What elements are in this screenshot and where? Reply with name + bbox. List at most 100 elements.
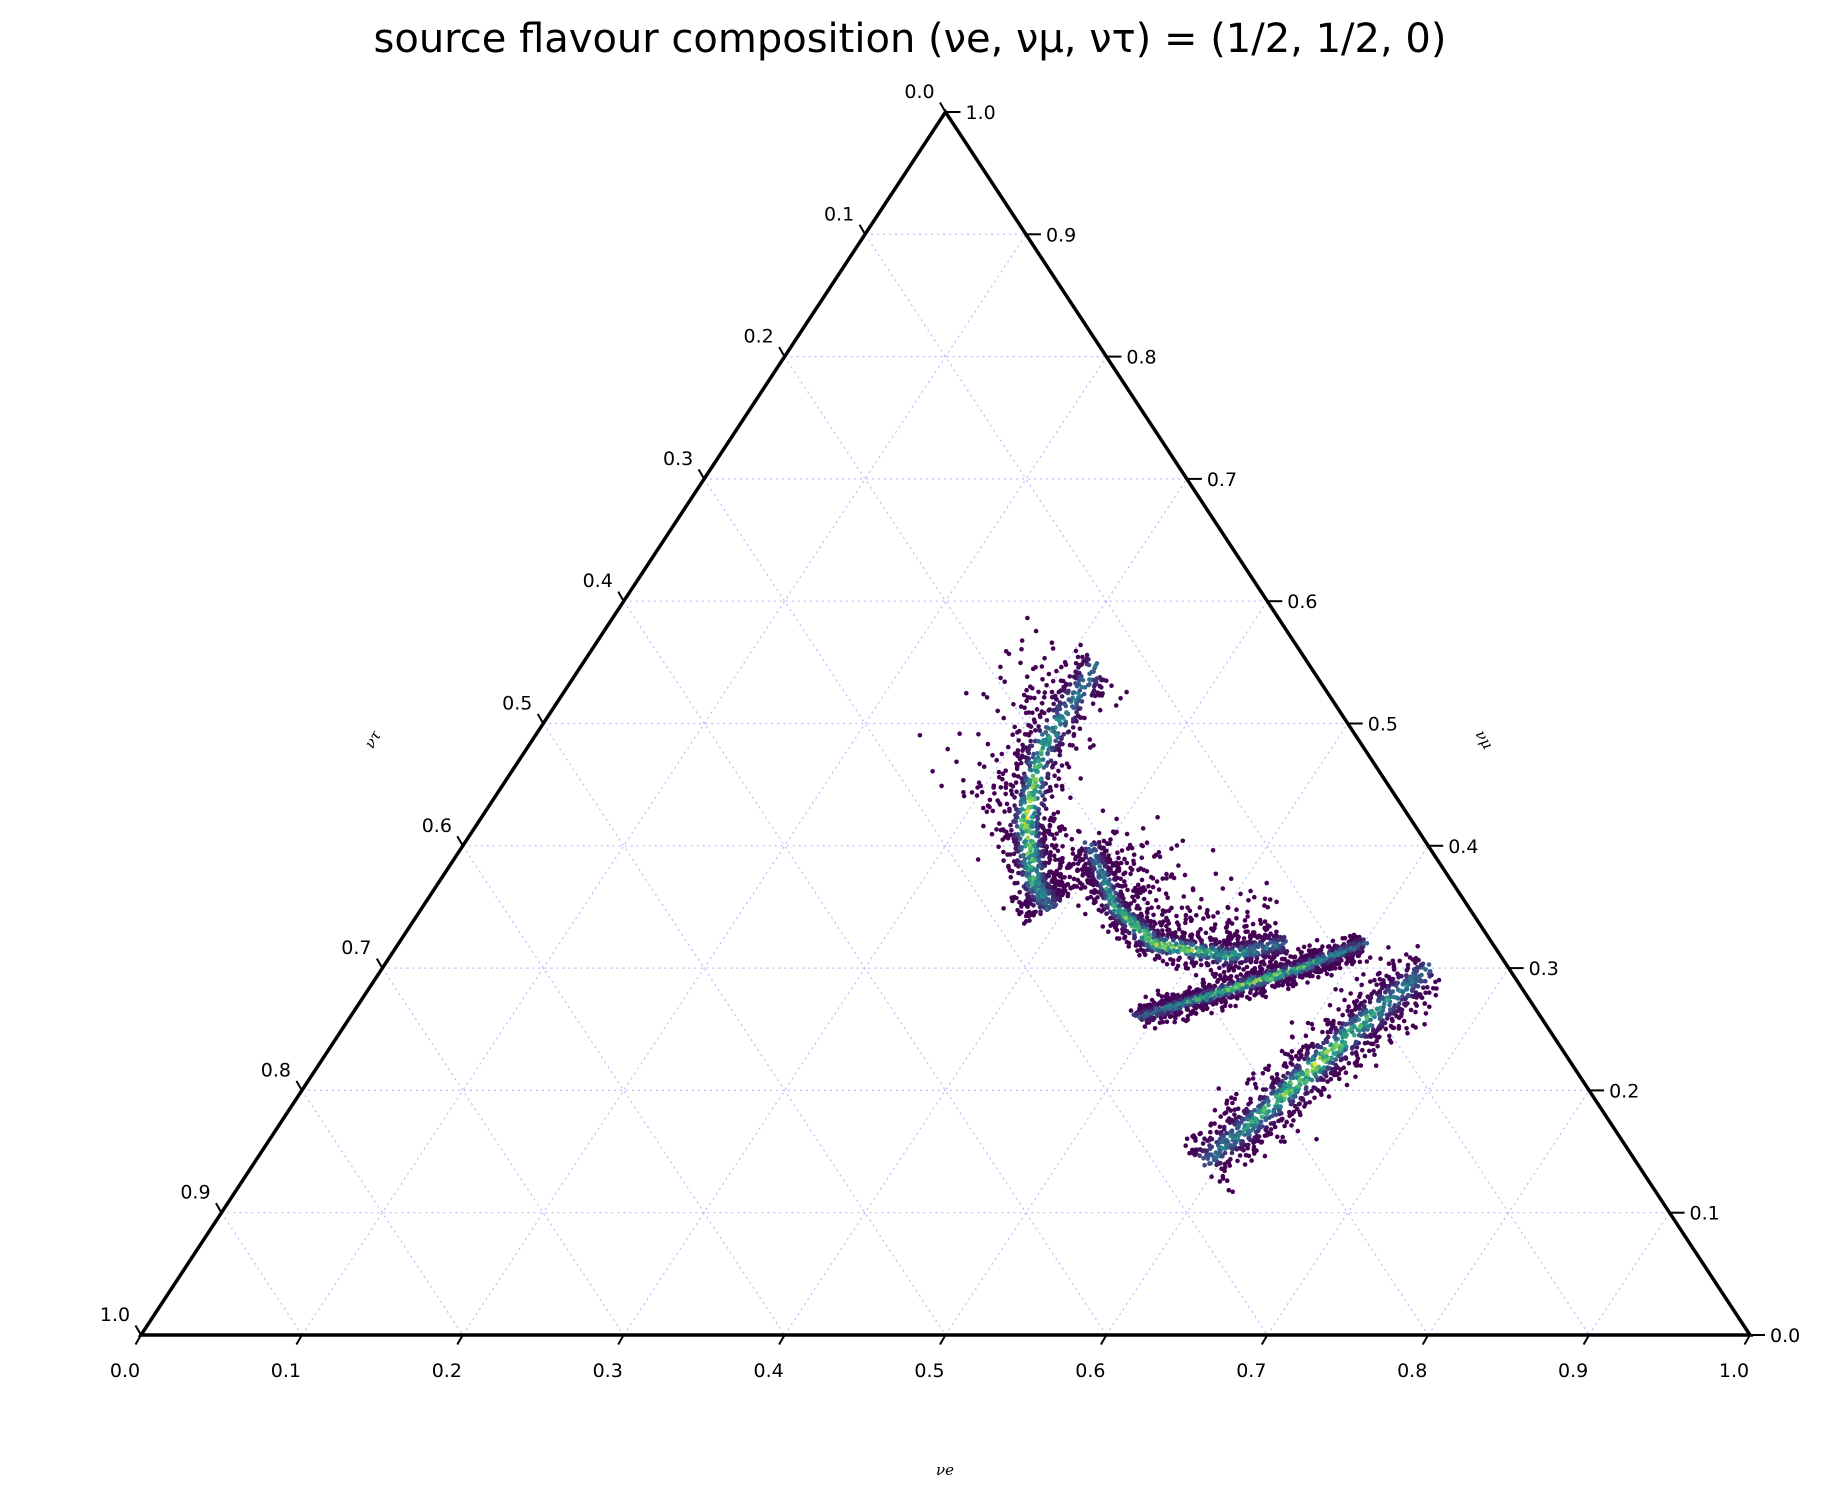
density-point [1049, 842, 1055, 848]
density-point [1066, 764, 1072, 770]
density-point [1298, 1112, 1303, 1118]
density-point [1305, 980, 1310, 985]
density-point [1056, 768, 1061, 774]
density-point [1235, 941, 1240, 947]
density-point [1230, 956, 1236, 962]
density-point [1407, 955, 1413, 960]
density-point [1257, 1109, 1262, 1115]
density-point [1040, 898, 1045, 903]
density-point [1041, 803, 1047, 808]
density-point [1139, 921, 1145, 927]
density-point [1029, 814, 1034, 820]
density-point [1226, 991, 1231, 996]
density-point [1165, 895, 1170, 900]
density-point [1310, 1026, 1316, 1032]
density-point [1128, 1008, 1134, 1013]
density-point [1423, 967, 1428, 972]
density-point [1039, 701, 1045, 706]
axis-ticks: 0.0 0.0 0.0 0.1 0.1 0.1 0.2 0.2 0.2 0.3 0.3 0.3 0.4 0… [100, 81, 1800, 1382]
density-point [1295, 1128, 1301, 1134]
density-point [1104, 911, 1109, 916]
density-point [1109, 683, 1114, 688]
density-point [1252, 992, 1257, 998]
density-point [1042, 816, 1047, 821]
tick-label-right: 1.0 [966, 102, 996, 124]
density-point [930, 769, 935, 774]
density-point [1137, 929, 1143, 934]
density-point [1132, 934, 1137, 939]
density-point [1081, 691, 1087, 697]
density-point [1272, 972, 1277, 977]
density-point [1415, 965, 1420, 970]
density-point [1325, 1079, 1330, 1084]
density-point [1104, 886, 1109, 892]
density-point [1012, 803, 1017, 808]
density-point [1071, 690, 1077, 695]
density-point [1144, 909, 1150, 915]
density-point [1219, 1166, 1224, 1172]
density-point [1389, 979, 1394, 985]
density-point [1325, 1021, 1330, 1027]
density-point [1138, 947, 1144, 952]
density-point [1085, 870, 1091, 876]
density-point [1183, 962, 1188, 967]
density-point [1374, 1006, 1380, 1012]
density-point [1248, 951, 1254, 957]
density-point [1019, 796, 1025, 801]
density-point [1020, 780, 1025, 785]
density-point [1164, 871, 1169, 877]
density-point [1028, 684, 1033, 689]
density-point [1228, 1108, 1233, 1113]
density-point [1258, 982, 1263, 987]
density-point [1200, 1141, 1206, 1146]
density-point [1217, 952, 1223, 957]
density-point [1128, 871, 1133, 877]
density-point [1121, 924, 1126, 929]
density-point [1399, 1011, 1404, 1017]
density-point [1344, 961, 1349, 966]
density-point [1019, 904, 1024, 909]
density-point [1293, 1088, 1298, 1093]
density-point [1016, 864, 1021, 869]
density-point [1189, 947, 1195, 953]
density-point [1326, 1094, 1332, 1099]
density-point [1057, 706, 1063, 712]
density-point [1116, 883, 1122, 888]
density-point [1035, 783, 1040, 789]
density-point [1015, 751, 1020, 757]
density-point [1100, 924, 1106, 929]
density-point [1049, 640, 1055, 645]
density-point [961, 778, 966, 783]
density-point [1146, 936, 1151, 942]
density-point [1097, 683, 1103, 689]
density-point [1218, 1148, 1223, 1154]
density-point [1354, 1014, 1359, 1019]
density-point [1232, 984, 1238, 990]
density-point [1183, 912, 1189, 918]
density-point [1361, 1027, 1366, 1033]
density-point [1266, 1098, 1271, 1104]
density-point [1358, 1063, 1364, 1068]
density-point [1089, 669, 1094, 675]
density-point [1265, 935, 1271, 940]
density-point [1246, 1077, 1251, 1082]
density-point [1204, 911, 1210, 916]
density-point [1114, 936, 1120, 941]
density-point [1355, 953, 1361, 959]
density-point [1047, 735, 1052, 740]
density-point [1390, 1018, 1395, 1024]
density-point [1029, 824, 1035, 830]
density-point [1289, 1123, 1294, 1128]
density-point [1044, 683, 1049, 688]
density-point [1367, 999, 1373, 1005]
density-point [1224, 1130, 1229, 1136]
density-point [1069, 836, 1075, 842]
density-point [1254, 956, 1260, 961]
density-point [1014, 824, 1020, 829]
density-point [1226, 918, 1232, 923]
density-point [1288, 969, 1294, 975]
density-point [984, 695, 990, 700]
density-point [974, 793, 980, 798]
density-cluster [917, 615, 1216, 926]
density-point [1305, 1056, 1311, 1061]
